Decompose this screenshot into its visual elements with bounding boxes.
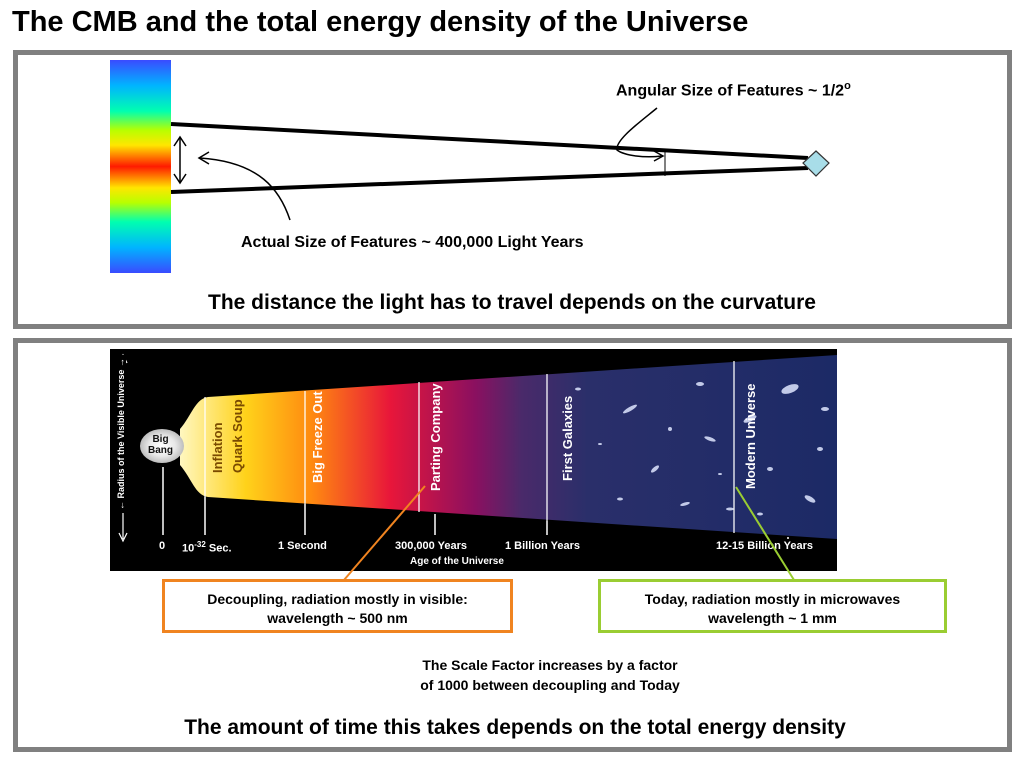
- curvature-caption: The distance the light has to travel dep…: [208, 291, 816, 314]
- scale-factor-note: The Scale Factor increases by a factor of…: [420, 657, 680, 693]
- angular-geometry-diagram: [170, 107, 830, 221]
- era-label: Quark Soup: [230, 399, 245, 473]
- big-bang-label: Big Bang: [148, 434, 173, 456]
- era-label: Inflation: [210, 422, 225, 473]
- lower-sight-line: [170, 166, 809, 194]
- x-axis-label: Age of the Universe: [410, 556, 504, 567]
- cmb-spectrum-bar: [110, 60, 171, 273]
- tick-label: 1 Second: [278, 540, 327, 552]
- actual-size-label: Actual Size of Features ~ 400,000 Light …: [241, 234, 584, 251]
- big-bang-timeline: ← Radius of the Visible Universe → Big Ba…: [110, 349, 837, 571]
- tick-label: 300,000 Years: [395, 540, 467, 552]
- today-box: Today, radiation mostly in microwaves wav…: [598, 579, 947, 633]
- energy-density-caption: The amount of time this takes depends on…: [184, 716, 846, 739]
- tick-label: 10-32 Sec.: [182, 540, 232, 555]
- y-axis-label: ← Radius of the Visible Universe →: [116, 355, 126, 513]
- decoupling-box: Decoupling, radiation mostly in visible:…: [162, 579, 513, 633]
- tick-label: 1 Billion Years: [505, 540, 581, 552]
- tick-label: 0: [159, 540, 166, 552]
- era-label: First Galaxies: [560, 395, 575, 481]
- tick-label: 12-15 Billion Years: [716, 540, 814, 552]
- page-title: The CMB and the total energy density of …: [12, 6, 749, 38]
- geometry-panel: [13, 50, 1012, 329]
- observer-diamond: [802, 150, 830, 177]
- upper-sight-line: [170, 122, 809, 160]
- era-label: Modern Universe: [743, 383, 758, 489]
- era-label: Parting Company: [428, 383, 443, 491]
- universe-cone: [180, 355, 837, 539]
- era-label: Big Freeze Out: [310, 391, 325, 483]
- galaxy-field: [575, 382, 829, 516]
- big-bang-blob: [140, 429, 184, 463]
- angular-pointer: [616, 107, 663, 158]
- angular-size-label: Angular Size of Features ~ 1/2o: [616, 80, 851, 100]
- actual-size-pointer: [199, 157, 291, 221]
